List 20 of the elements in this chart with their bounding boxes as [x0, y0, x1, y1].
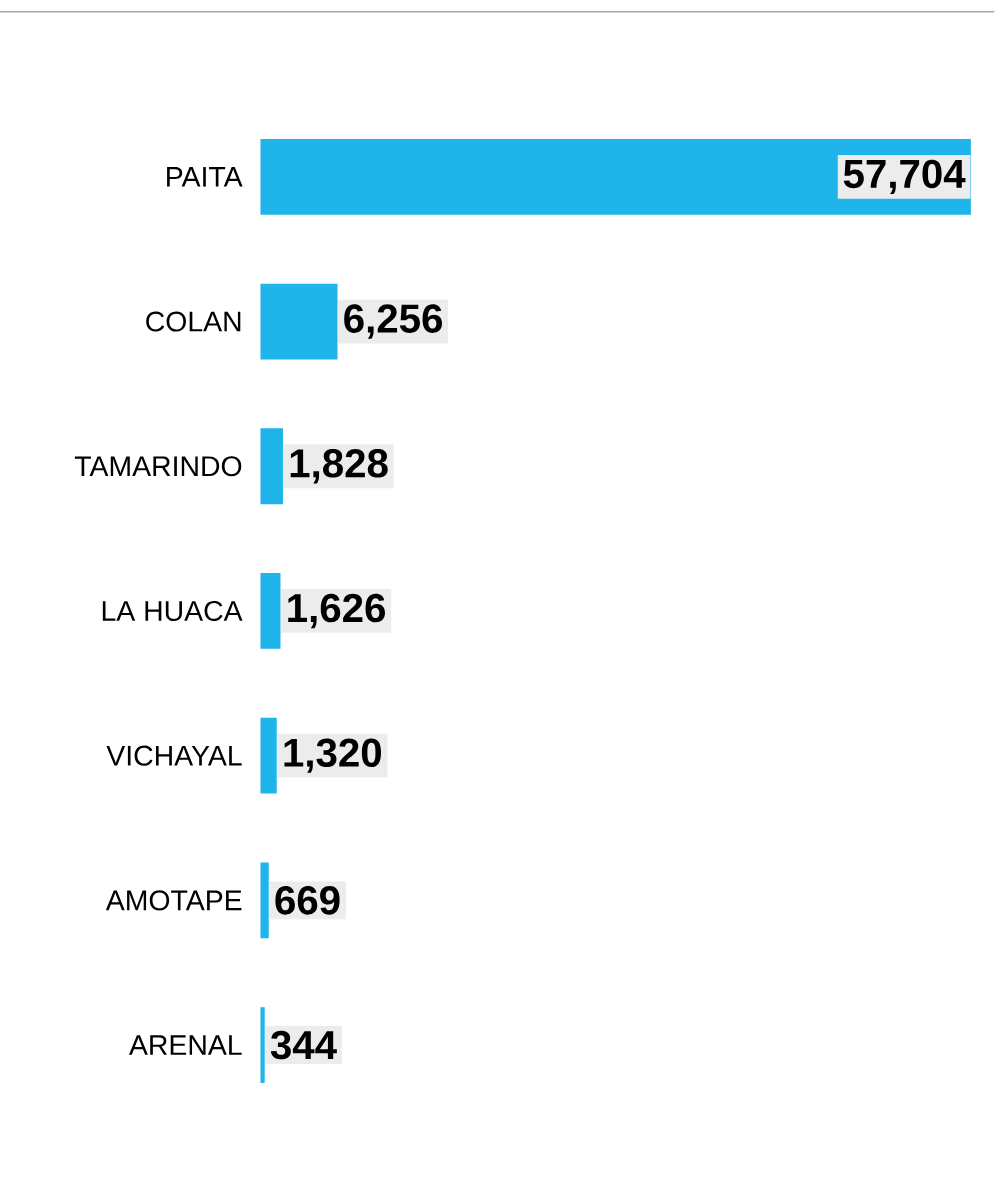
bar	[260, 428, 284, 505]
y-tick-label: COLAN	[146, 311, 241, 332]
data-label: 344	[271, 1030, 338, 1060]
y-tick-label: LA HUACA	[103, 600, 243, 621]
data-label: 669	[275, 886, 340, 915]
bar	[260, 1007, 265, 1083]
data-label: 1,626	[288, 593, 386, 629]
y-tick-label: AMOTAPE	[106, 890, 242, 911]
data-label: 1,320	[284, 738, 382, 773]
bar	[260, 862, 269, 939]
bar	[260, 573, 281, 649]
y-tick-label: TAMARINDO	[75, 456, 242, 477]
y-tick-label: ARENAL	[129, 1035, 242, 1055]
data-label: 6,256	[344, 304, 443, 339]
bar	[260, 138, 972, 215]
y-tick-label: VICHAYAL	[106, 745, 242, 766]
bar	[260, 717, 277, 794]
data-label: 1,828	[290, 449, 388, 484]
data-label: 57,704	[843, 159, 966, 195]
y-tick-label: PAITA	[167, 167, 243, 187]
